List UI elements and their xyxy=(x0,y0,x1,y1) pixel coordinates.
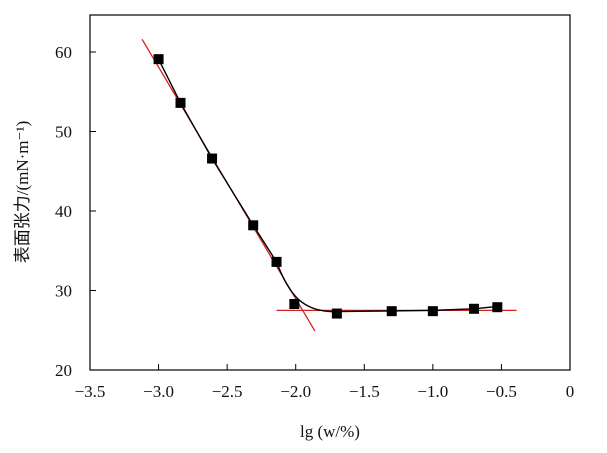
x-tick-label: −3.5 xyxy=(75,382,106,401)
data-point xyxy=(248,220,259,231)
data-point xyxy=(331,308,342,319)
data-point xyxy=(289,299,300,310)
x-tick-label: 0 xyxy=(566,382,575,401)
y-tick-label: 20 xyxy=(55,361,72,380)
y-tick-label: 60 xyxy=(55,43,72,62)
fit-lines xyxy=(141,38,517,332)
y-axis-label: 表面张力/(mN·m⁻¹) xyxy=(13,121,32,264)
data-point xyxy=(492,302,503,313)
x-tick-label: −2.0 xyxy=(280,382,311,401)
smooth-curve xyxy=(157,58,498,313)
x-tick-label: −1.5 xyxy=(349,382,380,401)
data-point xyxy=(271,256,282,267)
data-point xyxy=(386,306,397,317)
data-point xyxy=(175,97,186,108)
data-point xyxy=(207,153,218,164)
x-tick-label: −0.5 xyxy=(486,382,517,401)
x-tick-label: −3.0 xyxy=(143,382,174,401)
y-tick-label: 40 xyxy=(55,202,72,221)
x-tick-label: −2.5 xyxy=(212,382,243,401)
x-tick-label: −1.0 xyxy=(417,382,448,401)
y-tick-label: 30 xyxy=(55,282,72,301)
y-axis: 20 30 40 50 60 xyxy=(55,43,96,380)
plot-frame xyxy=(89,14,571,371)
data-point xyxy=(427,306,438,317)
data-point xyxy=(153,54,164,65)
x-axis: −3.5 −3.0 −2.5 −2.0 −1.5 −1.0 −0.5 0 xyxy=(75,364,575,401)
y-tick-label: 50 xyxy=(55,123,72,142)
x-axis-label: lg (w/%) xyxy=(300,422,360,441)
data-point xyxy=(469,303,479,314)
data-points xyxy=(153,54,503,319)
